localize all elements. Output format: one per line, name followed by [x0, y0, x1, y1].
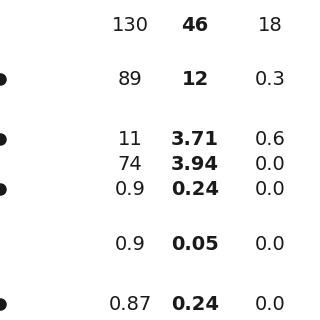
- Text: 0.0: 0.0: [255, 235, 285, 254]
- Text: 74: 74: [118, 155, 142, 174]
- Text: 3.71: 3.71: [171, 130, 219, 149]
- Text: 12: 12: [181, 70, 209, 89]
- Text: 0.05: 0.05: [171, 235, 219, 254]
- Text: 0.0: 0.0: [255, 295, 285, 314]
- Text: 0.9: 0.9: [115, 235, 145, 254]
- Text: 0.0: 0.0: [255, 180, 285, 199]
- Text: 130: 130: [111, 16, 148, 35]
- Text: 46: 46: [181, 16, 209, 35]
- Text: 0.24: 0.24: [171, 180, 219, 199]
- Text: 89: 89: [118, 70, 142, 89]
- Text: 0.87: 0.87: [108, 295, 152, 314]
- Text: 0.9: 0.9: [115, 180, 145, 199]
- Text: 18: 18: [258, 16, 282, 35]
- Text: 0.3: 0.3: [255, 70, 285, 89]
- Text: 11: 11: [118, 130, 142, 149]
- Text: 3.94: 3.94: [171, 155, 219, 174]
- Text: 0.6: 0.6: [255, 130, 285, 149]
- Text: 0.0: 0.0: [255, 155, 285, 174]
- Text: 0.24: 0.24: [171, 295, 219, 314]
